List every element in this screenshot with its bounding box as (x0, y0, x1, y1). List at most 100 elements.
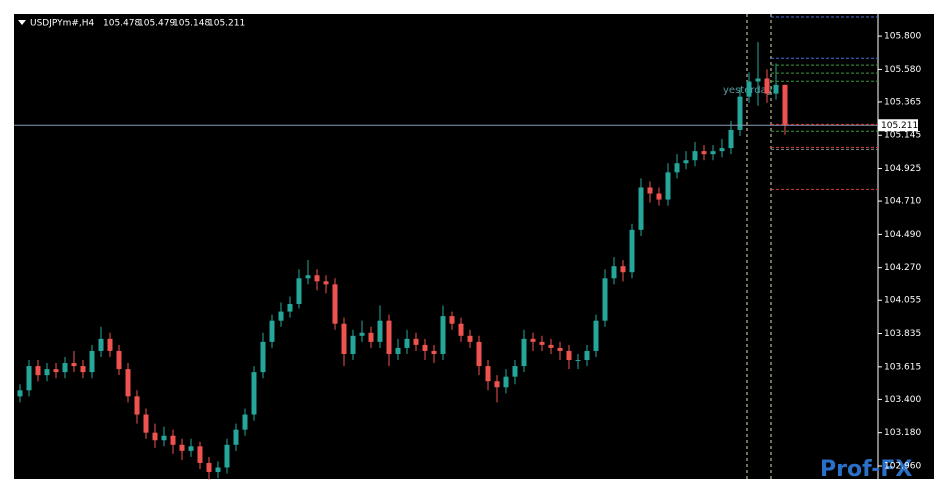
candle-body (350, 335, 356, 354)
y-tick-label: 105.145 (884, 131, 921, 141)
candle-body (395, 347, 401, 354)
candle-body (53, 369, 59, 373)
current-price-box (878, 119, 918, 132)
candle-body (422, 344, 428, 351)
candle-body (404, 338, 410, 348)
candle-body (674, 163, 680, 173)
candle-body (287, 304, 293, 312)
candle-body (44, 369, 50, 376)
candle-body (539, 341, 545, 345)
candle-body (476, 341, 482, 367)
current-price-label: 105.211 (881, 121, 918, 131)
y-tick-label: 103.835 (884, 329, 921, 339)
candle-body (449, 316, 455, 324)
candle-body (62, 363, 68, 373)
candle-body (755, 78, 761, 82)
candle-body (242, 414, 248, 430)
candle-body (368, 332, 374, 342)
candle-body (656, 193, 662, 200)
candle-body (386, 320, 392, 354)
watermark: Prof-FX (820, 457, 912, 482)
candle-body (728, 129, 734, 149)
candle-body (782, 84, 788, 126)
candle-body (701, 151, 707, 155)
candle-body (134, 396, 140, 415)
candle-body (80, 366, 86, 373)
candle-body (746, 81, 752, 97)
header-open: 105.478 (103, 19, 140, 29)
candle-body (107, 338, 113, 351)
candle-body (233, 429, 239, 445)
candle-body (179, 444, 185, 451)
candle-body (269, 320, 275, 342)
symbol: USDJPYm#,H4 (30, 19, 95, 29)
candle-body (143, 414, 149, 433)
candle-body (620, 266, 626, 273)
y-tick-label: 105.365 (884, 97, 921, 107)
candle-body (332, 284, 338, 324)
candle-body (584, 350, 590, 361)
header-low: 105.148 (173, 19, 210, 29)
y-tick-label: 103.615 (884, 362, 921, 372)
candle-body (638, 187, 644, 230)
candle-body (557, 347, 563, 351)
y-tick-label: 103.180 (884, 428, 921, 438)
candle-body (71, 363, 77, 367)
candle-body (737, 96, 743, 130)
candle-body (278, 311, 284, 321)
y-tick-label: 104.270 (884, 263, 921, 273)
y-tick-label: 104.925 (884, 164, 921, 174)
candle-body (485, 366, 491, 382)
candle-body (413, 338, 419, 345)
candle-body (377, 320, 383, 342)
candle-body (593, 320, 599, 351)
candle-body (89, 350, 95, 373)
y-tick-label: 105.800 (884, 32, 921, 42)
candle-body (170, 435, 176, 445)
candle-body (296, 278, 302, 305)
header-high: 105.479 (138, 19, 175, 29)
candle-body (125, 369, 131, 397)
y-tick-label: 104.710 (884, 197, 921, 207)
candle-body (251, 372, 257, 415)
candle-body (197, 446, 203, 463)
candle-body (665, 172, 671, 200)
candle-body (773, 84, 779, 94)
candle-body (314, 275, 320, 282)
candle-body (710, 151, 716, 155)
header: USDJPYm#,H4 105.478 105.479 105.148 105.… (30, 19, 245, 29)
candle-body (161, 435, 167, 441)
candle-body (188, 446, 194, 451)
candle-body (494, 381, 500, 388)
candle-body (440, 316, 446, 354)
y-tick-label: 104.055 (884, 296, 921, 306)
candle-body (530, 338, 536, 342)
candle-body (215, 467, 221, 473)
candle-body (26, 366, 32, 391)
candle-body (503, 376, 509, 388)
candle-body (719, 148, 725, 152)
candle-body (305, 275, 311, 279)
candle-body (602, 278, 608, 321)
candle-body (224, 444, 230, 468)
candle-body (548, 344, 554, 348)
candle-body (458, 323, 464, 336)
candle-body (431, 350, 437, 354)
y-tick-label: 102.960 (884, 461, 921, 471)
candle-body (260, 341, 266, 373)
candle-body (611, 266, 617, 279)
candle-body (17, 390, 23, 397)
candle-body (359, 332, 365, 336)
candle-body (629, 229, 635, 273)
candle-body (98, 338, 104, 351)
y-tick-label: 104.490 (884, 230, 921, 240)
y-tick-label: 105.580 (884, 65, 921, 75)
candle-body (467, 335, 473, 342)
candle-body (566, 350, 572, 361)
candle-body (341, 323, 347, 354)
chart-background (14, 14, 934, 479)
menu-triangle[interactable] (18, 20, 26, 25)
candle-body (647, 187, 653, 194)
